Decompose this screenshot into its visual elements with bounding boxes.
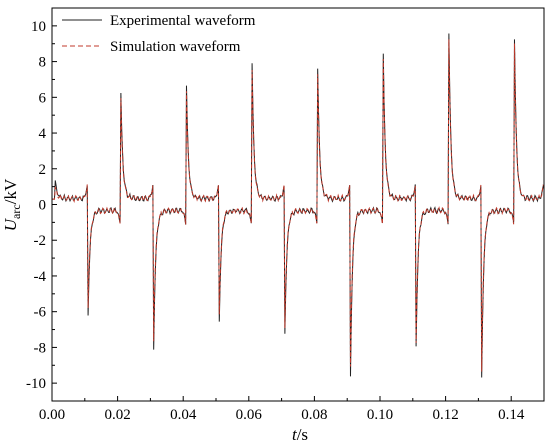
- plot-area: [52, 33, 545, 378]
- y-tick-label: 2: [39, 162, 47, 178]
- plot-frame: [51, 7, 545, 402]
- y-tick-label: -4: [34, 269, 47, 285]
- y-tick-label: -8: [34, 340, 47, 356]
- x-tick-label: 0.12: [432, 407, 458, 423]
- y-tick-label: 4: [39, 126, 47, 142]
- x-tick-label: 0.04: [170, 407, 197, 423]
- y-tick-label: 8: [39, 55, 47, 71]
- series-line-simulation: [52, 39, 545, 372]
- x-axis: 0.00 0.02 0.04 0.06 0.08 0.10 0.12 0.14: [39, 396, 525, 423]
- y-tick-label: 0: [39, 198, 47, 214]
- x-axis-title-symbol: t: [292, 425, 298, 444]
- x-tick-label: 0.08: [301, 407, 327, 423]
- legend-label-experimental: Experimental waveform: [110, 13, 256, 29]
- y-axis-title-unit: /kV: [1, 178, 20, 204]
- y-axis-title-symbol: U: [1, 217, 20, 231]
- y-axis: -10 -8 -6 -4 -2 0 2 4 6 8 10: [26, 19, 57, 392]
- x-tick-label: 0.10: [367, 407, 393, 423]
- y-tick-label: -2: [34, 233, 47, 249]
- x-axis-title-unit: /s: [297, 425, 308, 444]
- x-axis-title: t/s: [292, 425, 308, 444]
- y-tick-label: -6: [34, 305, 47, 321]
- x-tick-label: 0.06: [236, 407, 263, 423]
- y-axis-title: Uarc/kV: [1, 178, 23, 231]
- y-tick-label: -10: [26, 376, 46, 392]
- legend-label-simulation: Simulation waveform: [110, 39, 241, 55]
- legend: Experimental waveform Simulation wavefor…: [62, 13, 256, 55]
- series-line-experimental: [52, 33, 545, 378]
- y-tick-label: 6: [39, 90, 47, 106]
- y-tick-label: 10: [31, 19, 46, 35]
- x-tick-label: 0.02: [104, 407, 130, 423]
- x-tick-label: 0.14: [498, 407, 525, 423]
- x-tick-label: 0.00: [39, 407, 65, 423]
- y-axis-title-subscript: arc: [9, 204, 23, 219]
